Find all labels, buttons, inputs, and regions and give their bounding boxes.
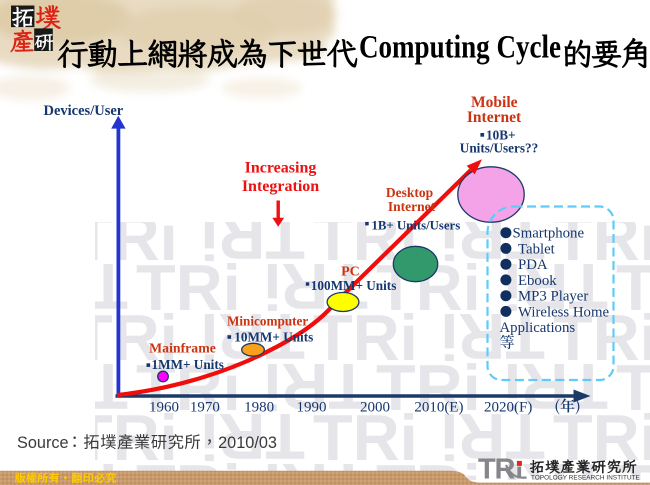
svg-text:TRi: TRi xyxy=(23,350,128,423)
svg-text:TRi: TRi xyxy=(136,351,241,424)
svg-text:Ebook: Ebook xyxy=(518,273,557,289)
svg-text:100MM+ Units: 100MM+ Units xyxy=(311,278,397,293)
svg-text:Mobile: Mobile xyxy=(471,94,518,111)
svg-text:Devices/User: Devices/User xyxy=(44,103,124,119)
svg-text:2010/03: 2010/03 xyxy=(218,434,277,452)
svg-text:Mainframe: Mainframe xyxy=(149,340,216,355)
svg-text:2000: 2000 xyxy=(360,399,390,415)
svg-text:1960: 1960 xyxy=(149,399,179,415)
svg-text:Internet: Internet xyxy=(388,199,436,214)
svg-text:TR: TR xyxy=(478,454,516,485)
svg-text:PDA: PDA xyxy=(518,257,548,273)
svg-text:TRi: TRi xyxy=(503,250,608,323)
svg-text:TRi: TRi xyxy=(440,400,545,473)
svg-text:1B+ Units/Users: 1B+ Units/Users xyxy=(372,218,461,232)
svg-text:TRi: TRi xyxy=(73,301,178,374)
svg-text:10B+: 10B+ xyxy=(486,128,516,143)
svg-text:Source: Source xyxy=(17,434,69,452)
svg-text:TRi: TRi xyxy=(440,300,545,373)
svg-text:TRi: TRi xyxy=(553,301,650,374)
svg-text:1MM+ Units: 1MM+ Units xyxy=(152,357,224,372)
svg-text:PC: PC xyxy=(341,265,360,280)
svg-text:Wireless Home: Wireless Home xyxy=(518,304,609,320)
svg-text:TRi: TRi xyxy=(616,251,650,324)
svg-text:TRi: TRi xyxy=(200,400,305,473)
svg-text:TRi: TRi xyxy=(263,350,368,423)
svg-text:Tablet: Tablet xyxy=(518,241,556,257)
svg-text:Units/Users??: Units/Users?? xyxy=(460,140,538,155)
svg-text:TRi: TRi xyxy=(200,200,305,273)
svg-text:TRi: TRi xyxy=(313,401,418,474)
svg-text:MP3 Player: MP3 Player xyxy=(518,289,588,305)
svg-text:TRi: TRi xyxy=(73,201,178,274)
svg-text:Minicomputer: Minicomputer xyxy=(227,314,308,329)
svg-text:TRi: TRi xyxy=(503,350,608,423)
svg-text:2020(F): 2020(F) xyxy=(484,399,532,415)
svg-text:1980: 1980 xyxy=(244,399,274,415)
svg-text:TRi: TRi xyxy=(136,251,241,324)
svg-text:10MM+ Units: 10MM+ Units xyxy=(234,329,313,344)
svg-text:1970: 1970 xyxy=(190,399,220,415)
svg-text:Internet: Internet xyxy=(467,109,522,126)
svg-text:TOPOLOGY RESEARCH INSTITUTE: TOPOLOGY RESEARCH INSTITUTE xyxy=(531,474,640,481)
svg-text:2010(E): 2010(E) xyxy=(414,399,463,415)
svg-text:Increasing: Increasing xyxy=(245,160,317,177)
svg-text:TRi: TRi xyxy=(313,301,418,374)
svg-text:TRi: TRi xyxy=(376,351,481,424)
svg-text:Computing Cycle: Computing Cycle xyxy=(359,29,561,65)
svg-text:Integration: Integration xyxy=(242,178,319,195)
svg-text:TRi: TRi xyxy=(440,200,545,273)
svg-text:Applications: Applications xyxy=(500,320,576,336)
svg-text:1990: 1990 xyxy=(297,399,327,415)
svg-text:TRi: TRi xyxy=(553,201,650,274)
svg-text:TRi: TRi xyxy=(23,250,128,323)
svg-text:TRi: TRi xyxy=(616,351,650,424)
svg-text:Smartphone: Smartphone xyxy=(513,226,585,242)
svg-text:Desktop: Desktop xyxy=(386,185,433,200)
